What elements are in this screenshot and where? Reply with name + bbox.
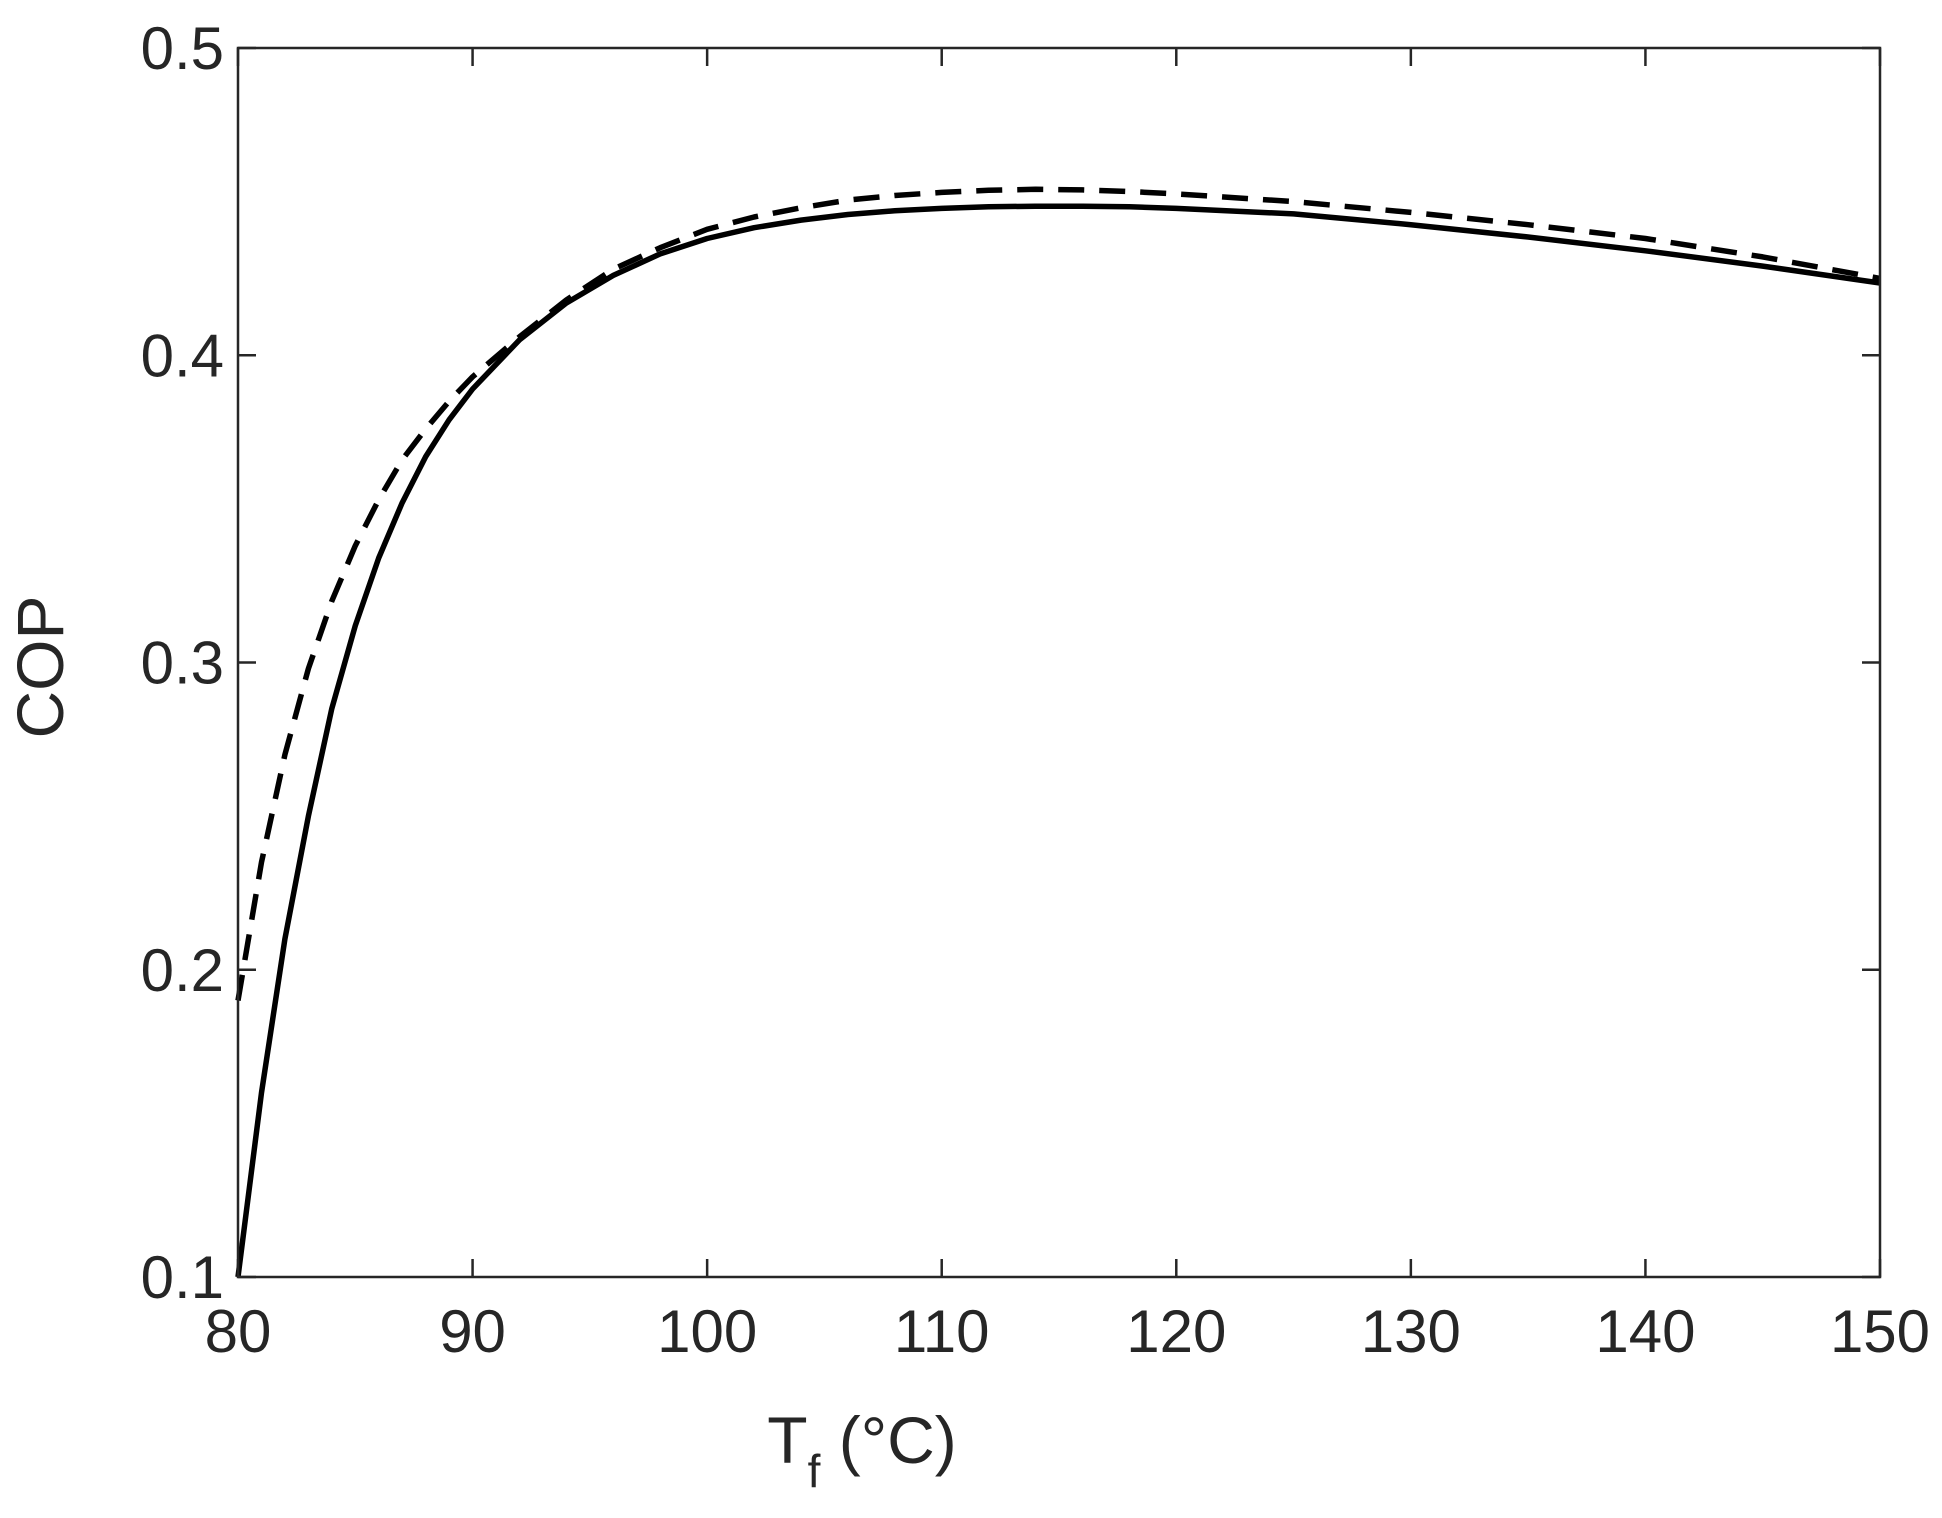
x-tick-label: 90 [439,1298,506,1365]
y-tick-label: 0.1 [141,1244,224,1311]
x-tick-label: 130 [1361,1298,1461,1365]
series-layer [235,186,1881,1278]
y-tick-label: 0.4 [141,322,224,389]
x-tick-label: 120 [1126,1298,1226,1365]
plot-area [238,48,1880,1277]
x-axis-label: Tf (°C) [767,1403,956,1497]
x-tick-label: 110 [894,1298,990,1365]
y-tick-label: 0.5 [141,15,224,82]
x-axis-label-unit: (°C) [820,1403,956,1477]
y-tick-label: 0.2 [141,937,224,1004]
series-line-dashed [235,186,1881,1001]
x-tick-label: 150 [1830,1298,1930,1365]
series-line-solid [235,203,1881,1278]
x-tick-label: 80 [205,1298,272,1365]
x-tick-label: 140 [1595,1298,1695,1365]
plot-background [238,48,1880,1277]
y-tick-label: 0.3 [141,630,224,697]
axes-layer: 80 90 100 110 120 130 140 150 0.1 0.2 0.3 0.4 0.5 [141,15,1930,1365]
y-axis-label: COP [3,595,77,738]
svg-text:Tf (°C): Tf (°C) [767,1403,956,1497]
x-tick-label: 100 [657,1298,757,1365]
x-axis-label-main: T [767,1403,807,1477]
x-axis-label-subscript: f [808,1445,821,1497]
